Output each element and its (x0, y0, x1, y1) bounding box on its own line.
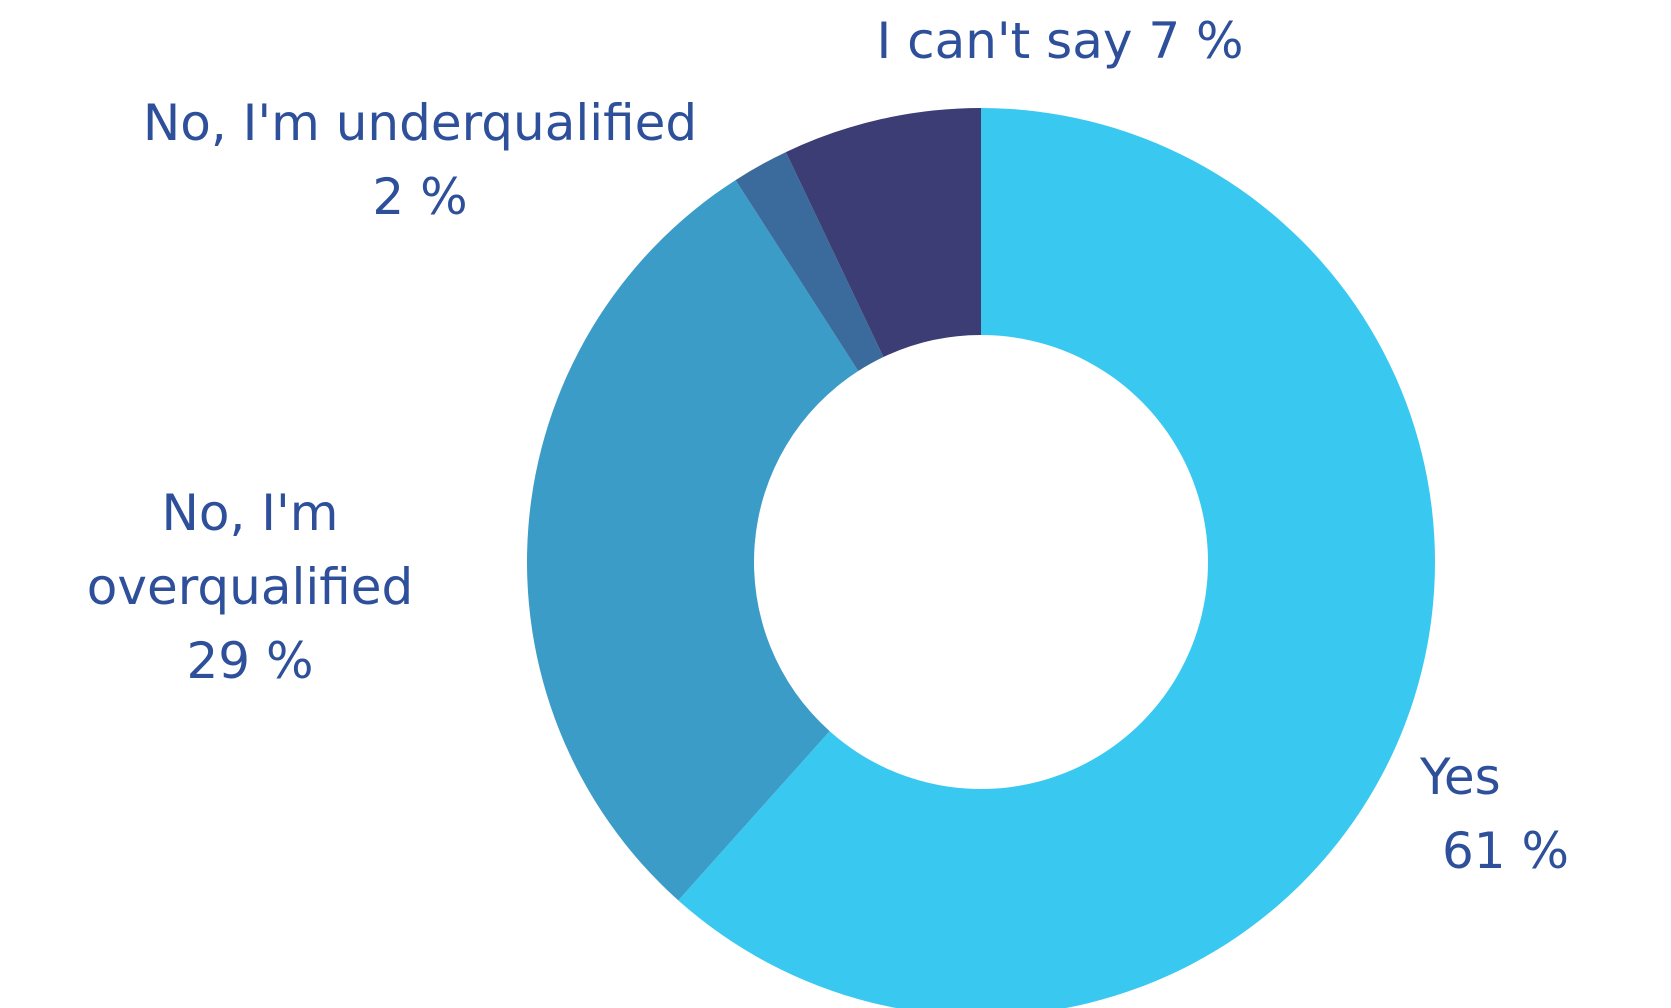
segment-label: No, I'm underqualified 2 % (20, 86, 820, 234)
segment-label: Yes 61 % (1420, 740, 1671, 888)
donut-segment (735, 152, 884, 372)
donut-segment (785, 108, 981, 358)
segment-label: No, I'm overqualified 29 % (10, 476, 490, 698)
value-label: 61 % (1442, 822, 1570, 880)
category-label: No, I'm overqualified (86, 484, 414, 616)
value-label: 2 % (372, 168, 468, 226)
donut-segment (678, 108, 1435, 1008)
donut-segment (527, 180, 859, 901)
segment-label: I can't say 7 % (780, 4, 1340, 78)
value-label: 29 % (186, 632, 314, 690)
category-label: Yes (1420, 748, 1501, 806)
value-label: 7 % (1148, 12, 1244, 70)
category-label: I can't say (876, 12, 1133, 70)
category-label: No, I'm underqualified (142, 94, 698, 152)
